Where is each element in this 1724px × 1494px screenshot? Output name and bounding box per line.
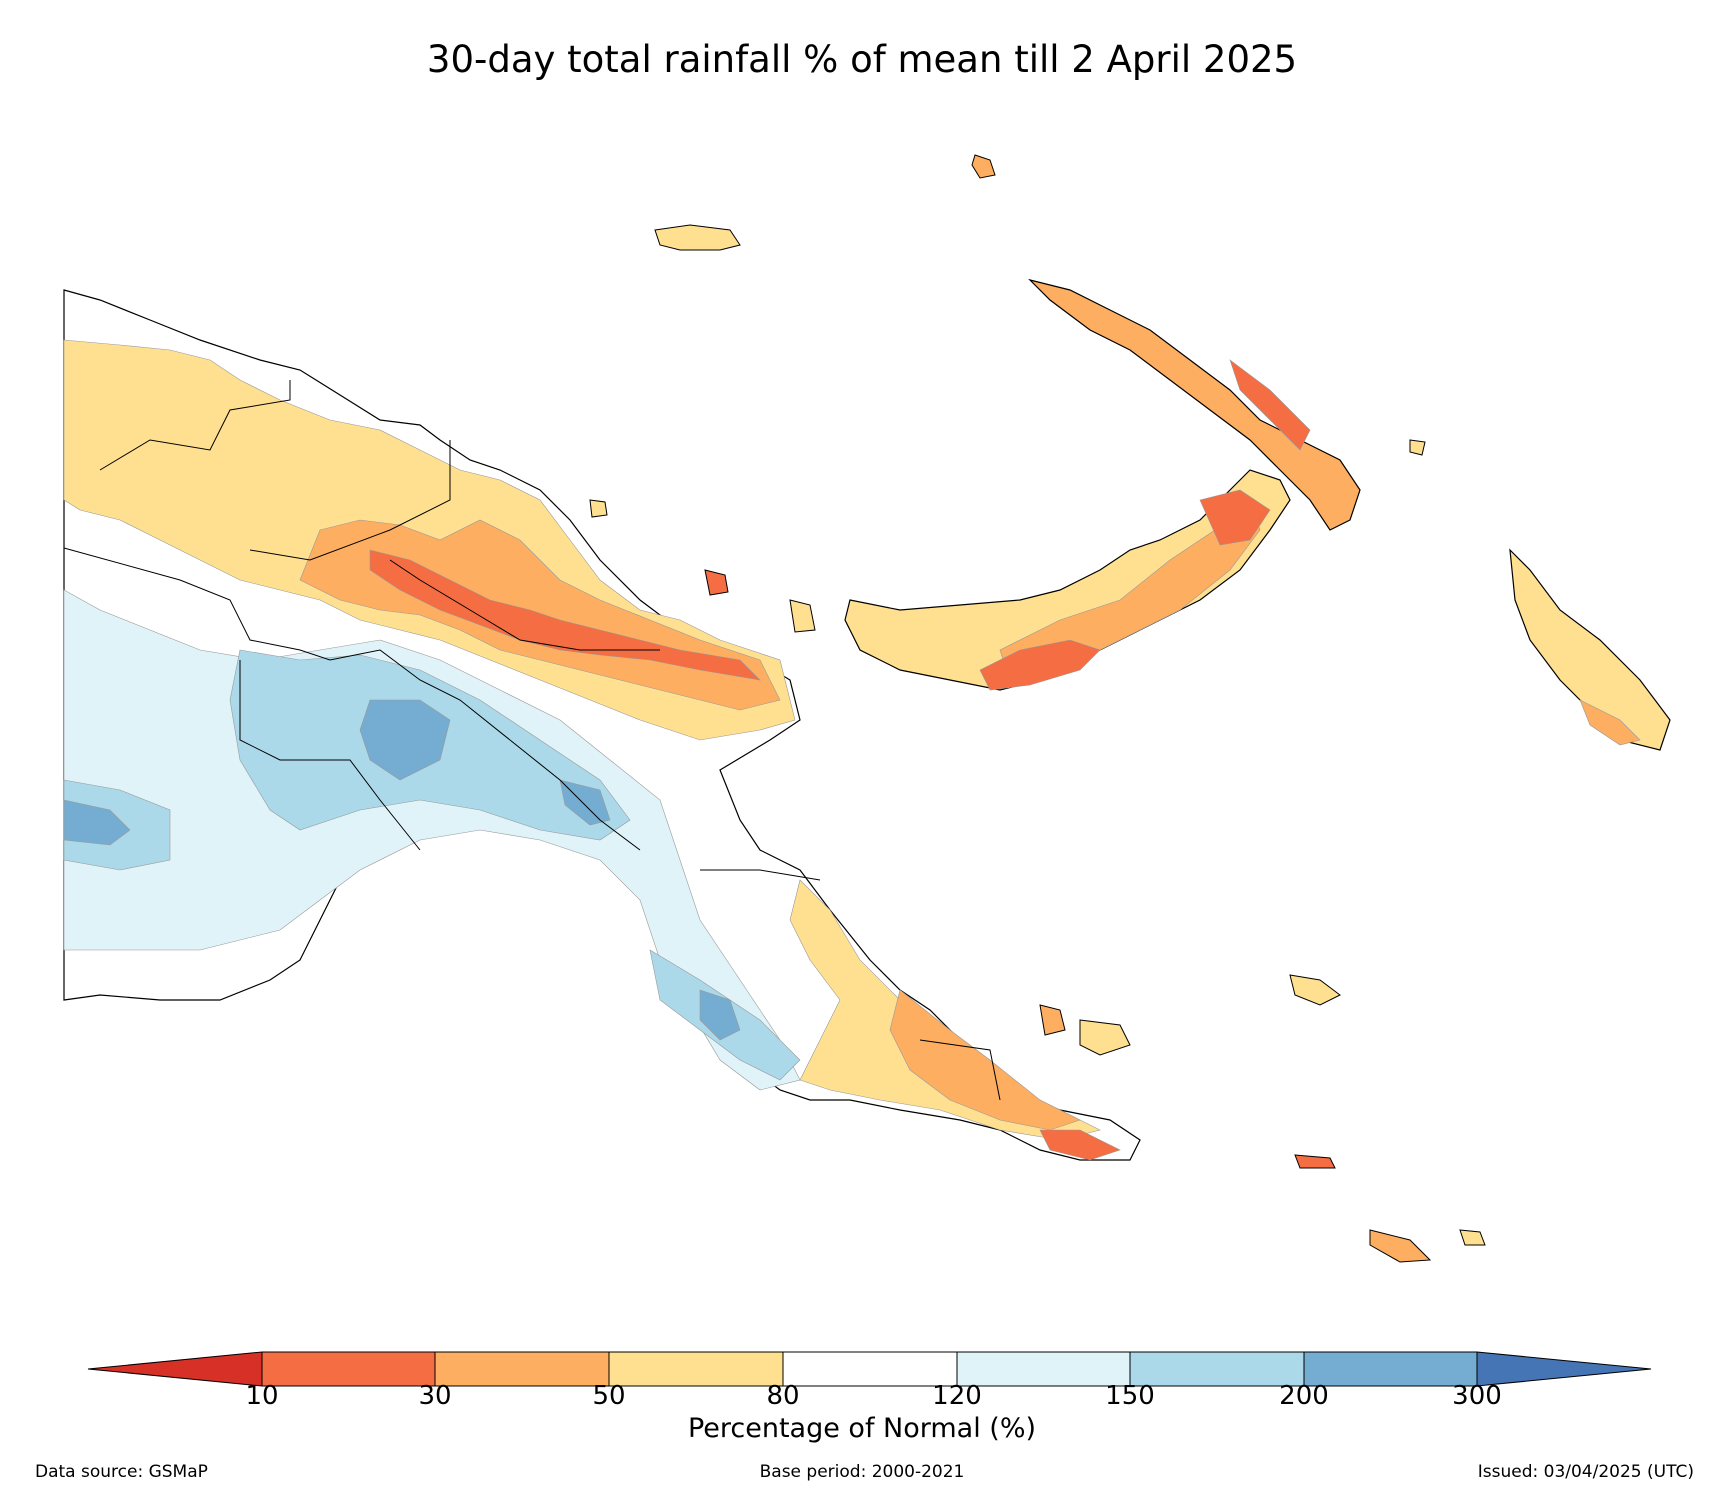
region-200-300-southcoast [699,989,741,1041]
colorbar-80-120 [782,1351,958,1387]
colorbar-200-300 [1303,1351,1478,1387]
colorbar-150-200 [1129,1351,1305,1387]
new-britain-east-10-30 [1199,489,1271,546]
tick-30: 30 [418,1381,452,1411]
trobriand-island [1289,974,1341,1006]
colorbar-50-80 [608,1351,784,1387]
karkar-island [589,499,608,518]
misima-island [1369,1229,1432,1263]
goodenough-island [1039,1004,1066,1036]
region-10-30-north [369,549,761,681]
colorbar-120-150 [956,1351,1131,1387]
mussau-island [971,154,996,179]
umboi-island [789,599,816,633]
region-200-300-gulf [559,779,611,826]
rainfall-map [63,154,1671,1263]
new-ireland-island [1028,278,1361,531]
rossel-island [1459,1229,1486,1246]
issued-date-note: Issued: 03/04/2025 (UTC) [1477,1462,1694,1482]
tick-300: 300 [1452,1381,1502,1411]
tick-200: 200 [1279,1381,1329,1411]
colorbar-30-50 [434,1351,610,1387]
colorbar-label: Percentage of Normal (%) [687,1413,1037,1444]
tick-150: 150 [1105,1381,1155,1411]
new-britain-10-30 [979,639,1101,691]
colorbar-above-300 [1476,1351,1652,1387]
fergusson-island [1079,1019,1131,1056]
woodlark-island [1294,1154,1336,1169]
data-source-note: Data source: GSMaP [35,1462,208,1482]
base-period-note: Base period: 2000-2021 [759,1462,965,1482]
colorbar-below-10 [87,1351,263,1387]
long-island [704,569,729,596]
bougainville-island [1509,548,1671,751]
new-ireland-10-30 [1229,359,1311,451]
tick-80: 80 [766,1381,800,1411]
province-boundaries [63,380,1001,1101]
manus-island [654,224,741,251]
bougainville-30-50 [1579,699,1641,746]
region-200-300-central [359,699,451,781]
tick-50: 50 [592,1381,626,1411]
tick-120: 120 [932,1381,982,1411]
lihir-island [1409,439,1426,456]
region-200-300-west [63,799,131,846]
map-title: 30-day total rainfall % of mean till 2 A… [426,38,1298,81]
region-10-30-southeast-tip [1039,1129,1121,1161]
colorbar-10-30 [261,1351,436,1387]
tick-10: 10 [245,1381,279,1411]
new-britain-island [844,469,1291,691]
